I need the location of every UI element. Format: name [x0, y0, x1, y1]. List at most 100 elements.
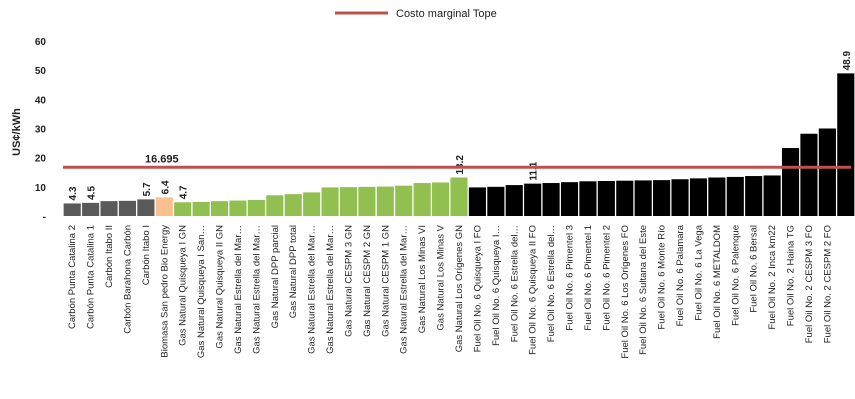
x-tick-label: Gas Natural Estrella del Mar…	[251, 225, 262, 354]
bar	[229, 200, 247, 216]
bar	[339, 187, 358, 216]
x-tick-label: Carbón Barahona Carbón	[122, 225, 133, 334]
bar	[653, 180, 671, 216]
bar	[689, 178, 708, 216]
y-tick-label: -	[43, 212, 46, 223]
x-tick-label: Fuel Oil No. 6 Estrella del…	[546, 225, 557, 342]
bar	[726, 176, 744, 216]
bar	[708, 177, 726, 216]
x-tick-label: Fuel Oil No. 6 Quisqueya I FO	[472, 225, 483, 352]
bar	[321, 187, 339, 216]
bar	[210, 201, 229, 216]
x-tick-label: Fuel Oil No. 6 Pimentel 2	[601, 225, 612, 331]
bar	[118, 200, 137, 216]
x-tick-label: Gas Natural Estrella del Mar…	[233, 225, 244, 354]
data-label: 13.2	[455, 155, 466, 175]
bar	[524, 183, 542, 216]
bar	[192, 202, 210, 216]
bar	[542, 183, 560, 216]
data-label: 5.7	[142, 182, 153, 196]
bar	[358, 186, 376, 216]
bar	[800, 133, 818, 216]
reference-line-value-label: 16.695	[145, 153, 179, 165]
x-tick-label: Fuel Oil No. 6 La Vega	[693, 224, 704, 320]
y-tick-label: 40	[35, 95, 47, 106]
legend: Costo marginal Tope	[335, 8, 497, 20]
data-label: 6.4	[160, 180, 171, 194]
bar	[837, 73, 855, 216]
bar	[155, 197, 173, 216]
x-tick-label: Carbón Punta Catalina 1	[86, 225, 97, 329]
x-tick-label: Fuel Oil No. 2 Haina TG	[786, 225, 797, 326]
x-tick-label: Fuel Oil No. 6 Pimentel 3	[565, 225, 576, 331]
x-tick-label: Fuel Oil No. 6 Sultana del Este	[638, 225, 649, 355]
x-tick-label: Gas Natural Estrella del Mar…	[325, 225, 336, 354]
bar	[560, 182, 579, 216]
bar	[395, 185, 413, 216]
y-tick-label: 50	[35, 66, 47, 77]
x-tick-label: Gas Natural Quisqueya I GN	[178, 225, 189, 346]
y-axis-title: US¢/kWh	[11, 108, 23, 156]
bar	[63, 203, 81, 216]
x-tick-label: Fuel Oil No. 6 Quisqueya I…	[491, 225, 502, 346]
bar	[597, 181, 615, 216]
legend-label: Costo marginal Tope	[396, 8, 497, 20]
x-tick-label: Gas Natural DPP parcial	[270, 225, 281, 328]
y-tick-label: 20	[35, 154, 47, 165]
x-tick-label: Biomasa San pedro Bio Energy	[159, 225, 170, 358]
x-tick-label: Gas Natural Estrella del Mar…	[307, 225, 318, 354]
bar	[468, 187, 486, 216]
bar	[137, 199, 155, 216]
bar	[634, 180, 652, 216]
x-tick-label: Gas Natural Estrella del Mar…	[399, 225, 410, 354]
bar	[781, 148, 800, 216]
bar	[450, 177, 468, 216]
x-tick-label: Fuel Oil No. 2 CESPM 3 FO	[804, 225, 815, 343]
bar	[818, 128, 836, 216]
x-tick-label: Fuel Oil No. 6 Quisqueya II FO	[528, 225, 539, 355]
bar	[671, 179, 689, 216]
bar	[266, 195, 284, 216]
bar	[505, 185, 523, 216]
bar	[487, 186, 505, 216]
x-tick-label: Fuel Oil No. 6 Palenque	[730, 225, 741, 326]
x-tick-label: Fuel Oil No. 6 Pimentel 1	[583, 225, 594, 331]
y-tick-label: 10	[35, 183, 47, 194]
x-tick-label: Fuel Oil No. 6 METALDOM	[712, 225, 723, 339]
bar	[763, 175, 781, 216]
y-axis-ticks: - 10 20 30 40 50 60	[35, 37, 47, 223]
data-label: 4.3	[68, 186, 79, 200]
x-tick-label: Fuel Oil No. 2 Inca km22	[767, 225, 778, 330]
x-tick-label: Gas Natural Los Minas VI	[417, 225, 428, 333]
bar	[82, 202, 100, 216]
bar	[579, 181, 597, 216]
bar	[100, 201, 118, 216]
x-tick-label: Gas Natural Quisqueya I San…	[196, 225, 207, 358]
x-tick-label: Gas Natural CESPM 2 GN	[362, 225, 373, 337]
bar	[303, 192, 321, 216]
bar	[376, 186, 394, 216]
bar	[432, 182, 450, 216]
y-tick-label: 60	[35, 37, 47, 48]
x-tick-label: Fuel Oil No. 2 CESPM 2 FO	[822, 225, 833, 343]
bar	[247, 199, 265, 216]
reference-line-group: 16.695	[63, 153, 851, 169]
x-tick-label: Gas Natural Los Minas V	[436, 224, 447, 330]
bar	[413, 183, 431, 216]
bar	[284, 194, 302, 216]
data-labels: 4.3 4.5 5.7 6.4 4.7 13.2 11.1 48.9	[68, 50, 853, 200]
x-tick-label: Fuel Oil No. 6 Monte Río	[657, 225, 668, 330]
x-axis-ticks: Carbón Punta Catalina 2 Carbón Punta Cata…	[67, 224, 833, 358]
x-tick-label: Carbón Punta Catalina 2	[67, 225, 78, 329]
x-tick-label: Fuel Oil No. 6 Bersal	[749, 225, 760, 313]
x-tick-label: Carbón Itabo II	[104, 225, 115, 288]
x-tick-label: Gas Natural Los Orígenes GN	[454, 225, 465, 352]
bar	[174, 202, 192, 216]
y-tick-label: 30	[35, 125, 47, 136]
bars	[63, 73, 855, 216]
x-tick-label: Gas Natural DPP total	[288, 225, 299, 318]
data-label: 48.9	[842, 50, 853, 70]
x-tick-label: Gas Natural CESPM 3 GN	[343, 225, 354, 337]
data-label: 4.7	[179, 185, 190, 199]
x-tick-label: Fuel Oil No. 6 Palamara	[675, 224, 686, 326]
